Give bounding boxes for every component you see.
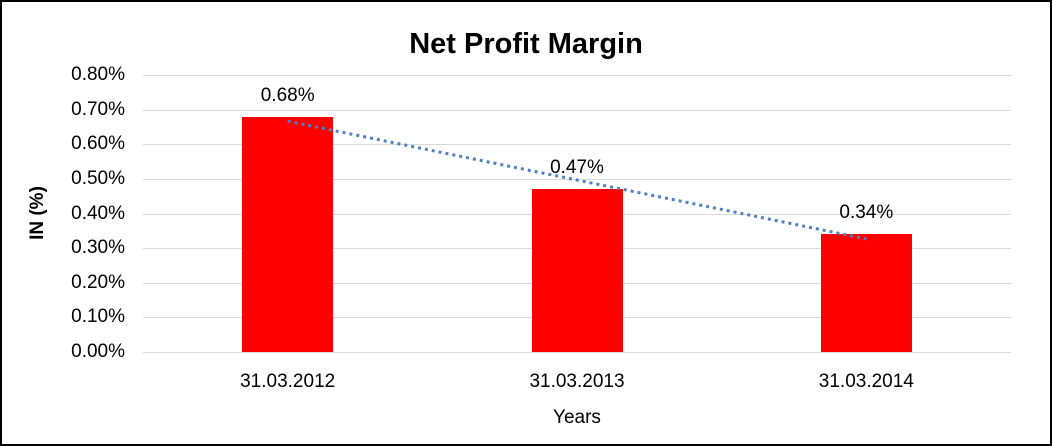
y-tick-label: 0.40% bbox=[71, 202, 125, 224]
y-tick-label: 0.10% bbox=[71, 306, 125, 328]
data-label: 0.47% bbox=[550, 157, 604, 179]
y-tick-label: 0.80% bbox=[71, 64, 125, 85]
y-tick-label: 0.20% bbox=[71, 271, 125, 293]
gridline bbox=[143, 109, 1011, 111]
bar-31.03.2013 bbox=[531, 189, 623, 352]
y-axis-title: IN (%) bbox=[27, 186, 48, 240]
y-tick-label: 0.70% bbox=[71, 98, 125, 120]
x-axis-title: Years bbox=[553, 407, 601, 428]
bar-31.03.2012 bbox=[242, 116, 334, 352]
x-tick-label: 31.03.2013 bbox=[529, 371, 625, 392]
y-tick-label: 0.60% bbox=[71, 133, 125, 155]
x-axis-line bbox=[143, 352, 1011, 353]
data-label: 0.34% bbox=[839, 202, 894, 224]
bar-31.03.2014 bbox=[820, 234, 912, 352]
y-tick-label: 0.30% bbox=[71, 237, 125, 259]
chart-title: Net Profit Margin bbox=[409, 28, 643, 60]
gridline bbox=[143, 75, 1011, 76]
x-tick-label: 31.03.2014 bbox=[818, 371, 914, 392]
x-tick-label: 31.03.2012 bbox=[240, 371, 336, 392]
data-label: 0.68% bbox=[260, 84, 315, 106]
y-tick-label: 0.00% bbox=[71, 341, 125, 362]
y-tick-label: 0.50% bbox=[71, 167, 125, 189]
